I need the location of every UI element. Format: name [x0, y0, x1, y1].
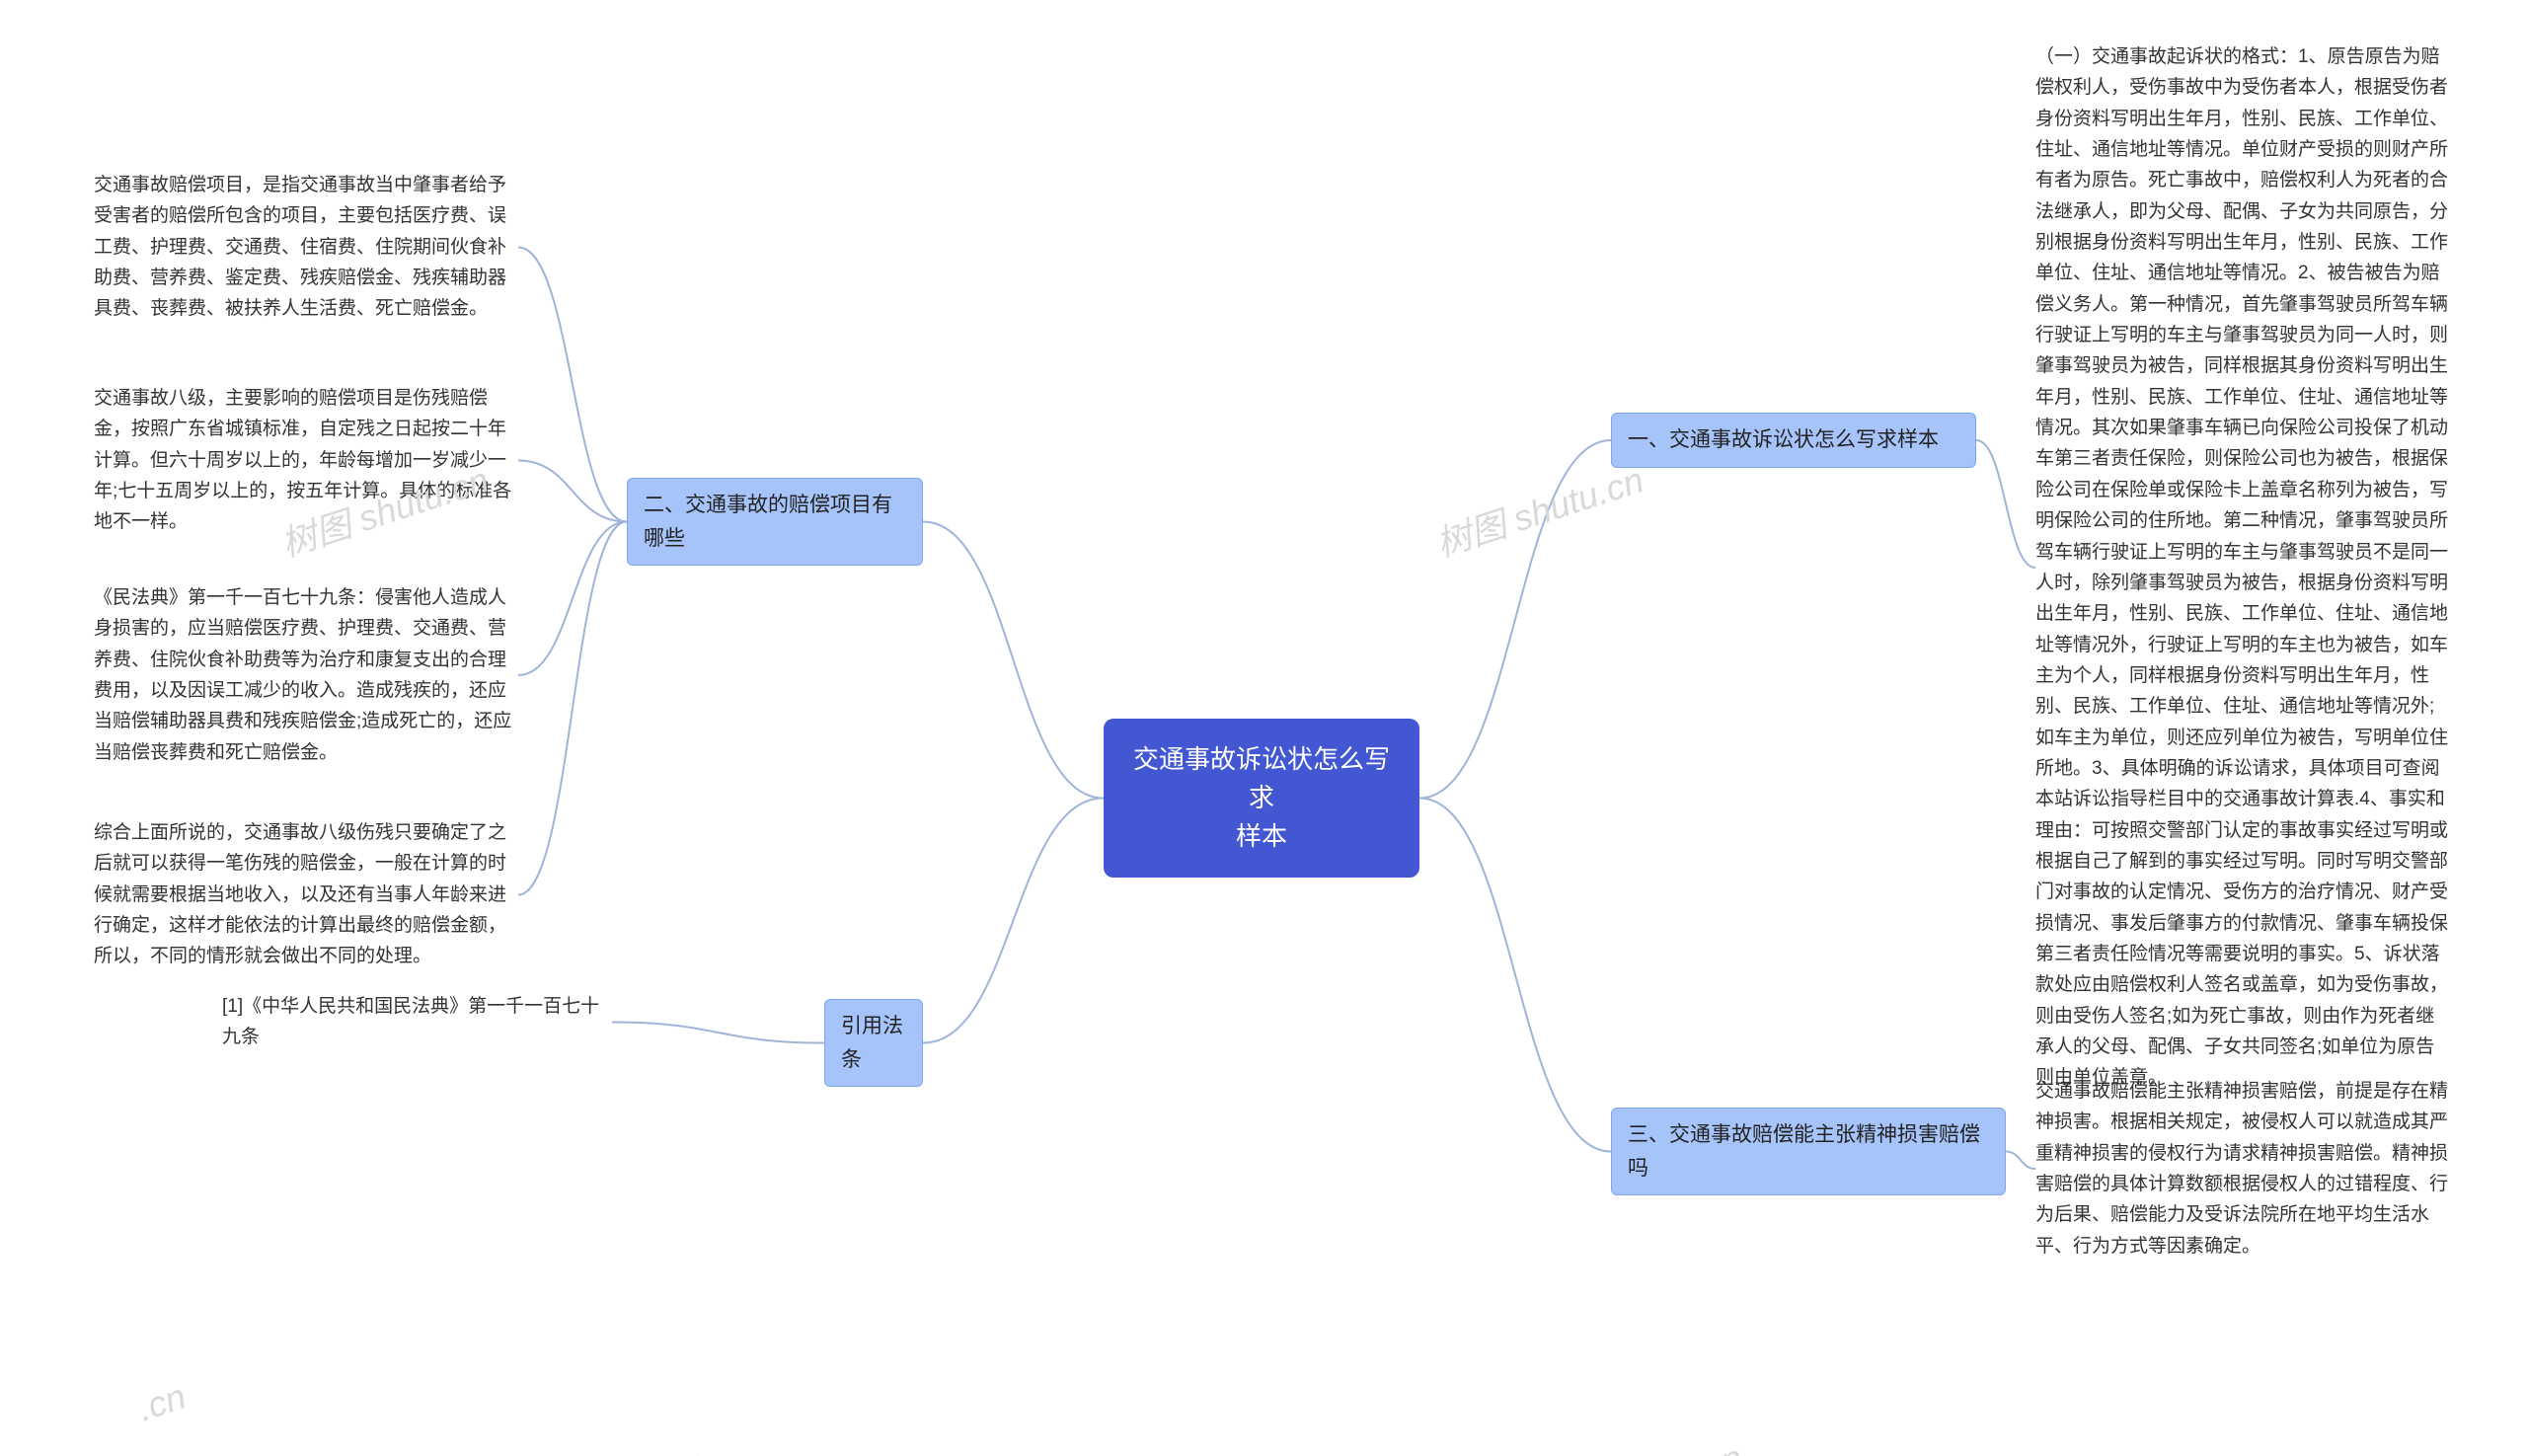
leaf-b1-0: （一）交通事故起诉状的格式：1、原告原告为赔偿权利人，受伤事故中为受伤者本人，根… [2035, 41, 2450, 1094]
branch-1-label: 一、交通事故诉讼状怎么写求样本 [1628, 428, 1939, 451]
branch-1[interactable]: 一、交通事故诉讼状怎么写求样本 [1611, 413, 1976, 468]
leaf-b3-0: 交通事故赔偿能主张精神损害赔偿，前提是存在精神损害。根据相关规定，被侵权人可以就… [2035, 1076, 2450, 1262]
leaf-b2-3: 综合上面所说的，交通事故八级伤残只要确定了之后就可以获得一笔伤残的赔偿金，一般在… [94, 817, 518, 972]
leaf-b2-0: 交通事故赔偿项目，是指交通事故当中肇事者给予受害者的赔偿所包含的项目，主要包括医… [94, 170, 518, 325]
branch-2[interactable]: 二、交通事故的赔偿项目有哪些 [627, 478, 923, 566]
watermark: .cn [133, 1376, 191, 1430]
leaf-b4-0-text: [1]《中华人民共和国民法典》第一千一百七十九条 [222, 996, 599, 1047]
root-node[interactable]: 交通事故诉讼状怎么写求 样本 [1104, 719, 1419, 878]
branch-4-label: 引用法条 [841, 1015, 903, 1071]
leaf-b2-0-text: 交通事故赔偿项目，是指交通事故当中肇事者给予受害者的赔偿所包含的项目，主要包括医… [94, 175, 506, 319]
leaf-b2-2-text: 《民法典》第一千一百七十九条：侵害他人造成人身损害的，应当赔偿医疗费、护理费、交… [94, 587, 511, 763]
leaf-b4-0: [1]《中华人民共和国民法典》第一千一百七十九条 [222, 991, 612, 1053]
branch-4[interactable]: 引用法条 [824, 999, 923, 1087]
watermark: shutu.cn [570, 1441, 710, 1456]
leaf-b2-3-text: 综合上面所说的，交通事故八级伤残只要确定了之后就可以获得一笔伤残的赔偿金，一般在… [94, 822, 506, 966]
leaf-b3-0-text: 交通事故赔偿能主张精神损害赔偿，前提是存在精神损害。根据相关规定，被侵权人可以就… [2035, 1081, 2448, 1257]
watermark: 树图 shutu.cn [1527, 1429, 1747, 1456]
branch-2-label: 二、交通事故的赔偿项目有哪些 [644, 494, 892, 550]
leaf-b2-2: 《民法典》第一千一百七十九条：侵害他人造成人身损害的，应当赔偿医疗费、护理费、交… [94, 582, 518, 768]
leaf-b1-0-text: （一）交通事故起诉状的格式：1、原告原告为赔偿权利人，受伤事故中为受伤者本人，根… [2035, 46, 2448, 1088]
branch-3-label: 三、交通事故赔偿能主张精神损害赔偿吗 [1628, 1123, 1980, 1180]
mindmap-canvas: 交通事故诉讼状怎么写求 样本 一、交通事故诉讼状怎么写求样本 三、交通事故赔偿能… [0, 0, 2527, 1456]
branch-3[interactable]: 三、交通事故赔偿能主张精神损害赔偿吗 [1611, 1108, 2006, 1195]
watermark: 树图 shutu.cn [1428, 452, 1648, 568]
root-label-line1: 交通事故诉讼状怎么写求 [1131, 740, 1392, 817]
leaf-b2-1: 交通事故八级，主要影响的赔偿项目是伤残赔偿金，按照广东省城镇标准，自定残之日起按… [94, 383, 518, 538]
leaf-b2-1-text: 交通事故八级，主要影响的赔偿项目是伤残赔偿金，按照广东省城镇标准，自定残之日起按… [94, 388, 511, 532]
root-label-line2: 样本 [1131, 817, 1392, 856]
